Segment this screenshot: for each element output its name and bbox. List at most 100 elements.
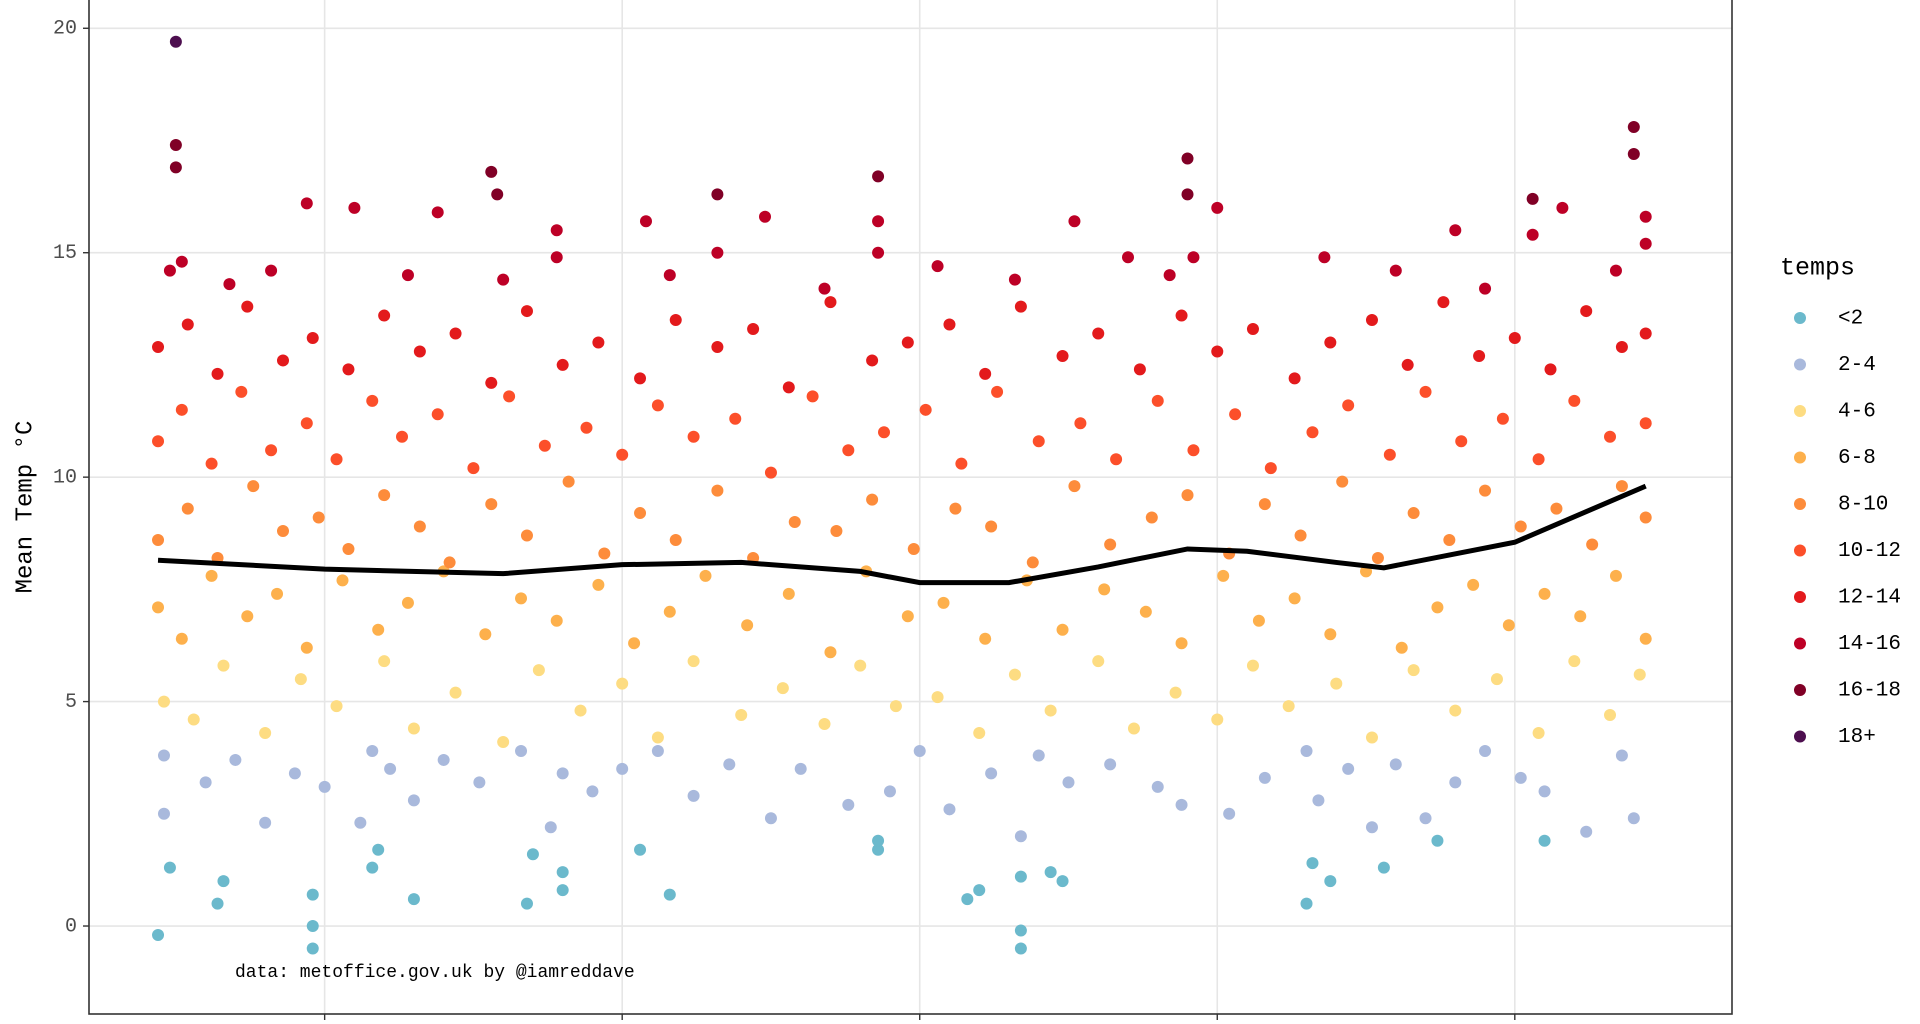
point <box>1532 727 1545 740</box>
y-tick-label: 5 <box>65 691 77 714</box>
point <box>1306 857 1319 870</box>
legend-key <box>1794 405 1806 417</box>
point <box>1526 192 1539 205</box>
point <box>407 794 420 807</box>
legend-label: 18+ <box>1838 726 1876 749</box>
point <box>764 466 777 479</box>
point <box>878 426 891 439</box>
point <box>973 884 986 897</box>
point <box>1056 875 1069 888</box>
legend-label: 16-18 <box>1838 680 1901 703</box>
point <box>1068 480 1081 493</box>
point <box>616 762 629 775</box>
point <box>1169 686 1182 699</box>
legend-label: 12-14 <box>1838 587 1901 610</box>
point <box>1175 309 1188 322</box>
point <box>241 300 254 313</box>
point <box>824 646 837 659</box>
point <box>1181 152 1194 165</box>
point <box>634 843 647 856</box>
point <box>1104 538 1117 551</box>
point <box>205 569 218 582</box>
point <box>1014 830 1027 843</box>
point <box>580 421 593 434</box>
point <box>1151 394 1164 407</box>
point <box>152 533 165 546</box>
point <box>1538 785 1551 798</box>
point <box>634 372 647 385</box>
point <box>378 309 391 322</box>
point <box>592 336 605 349</box>
point <box>592 578 605 591</box>
point <box>1300 897 1313 910</box>
point <box>181 502 194 515</box>
point <box>776 682 789 695</box>
point <box>544 821 557 834</box>
legend-key <box>1794 312 1806 324</box>
point <box>1282 700 1295 713</box>
point <box>330 453 343 466</box>
point <box>348 201 361 214</box>
point <box>1556 201 1569 214</box>
point <box>407 722 420 735</box>
point <box>169 161 182 174</box>
point <box>300 197 313 210</box>
point <box>1449 776 1462 789</box>
point <box>1324 628 1337 641</box>
point <box>872 215 885 228</box>
point <box>306 332 319 344</box>
point <box>759 210 772 223</box>
legend-label: 14-16 <box>1838 633 1901 656</box>
point <box>907 542 920 555</box>
point <box>294 673 307 686</box>
point <box>366 744 379 757</box>
point <box>1324 336 1337 349</box>
point <box>711 246 724 259</box>
point <box>1181 489 1194 502</box>
point <box>157 807 170 820</box>
point <box>937 596 950 609</box>
legend-key <box>1794 358 1806 371</box>
point <box>1496 412 1509 425</box>
point <box>1639 327 1652 340</box>
legend-label: 10-12 <box>1838 540 1901 563</box>
point <box>485 498 498 511</box>
point <box>711 188 724 201</box>
y-tick-label: 15 <box>53 242 77 265</box>
point <box>854 659 867 672</box>
point <box>1336 475 1349 488</box>
point <box>1639 511 1652 524</box>
point <box>1431 601 1444 614</box>
point <box>872 834 885 847</box>
point <box>152 928 165 941</box>
point <box>437 753 450 766</box>
point <box>562 475 575 488</box>
point <box>1014 924 1027 937</box>
point <box>211 897 224 910</box>
point <box>497 735 510 748</box>
point <box>741 619 754 632</box>
point <box>824 296 837 309</box>
point <box>1609 569 1622 582</box>
point <box>1383 448 1396 461</box>
point <box>491 188 504 201</box>
point <box>538 439 551 452</box>
point <box>520 897 533 910</box>
point <box>211 367 224 380</box>
point <box>1365 314 1378 327</box>
point <box>1127 722 1140 735</box>
point <box>1389 758 1402 771</box>
point <box>1121 251 1134 264</box>
point <box>985 520 998 533</box>
point <box>1044 866 1057 879</box>
point <box>872 246 885 259</box>
point <box>586 785 599 798</box>
point <box>919 403 932 416</box>
point <box>1377 861 1390 874</box>
point <box>354 816 367 829</box>
legend-key <box>1794 730 1806 743</box>
point <box>318 780 331 793</box>
point <box>616 448 629 461</box>
point <box>288 767 301 780</box>
